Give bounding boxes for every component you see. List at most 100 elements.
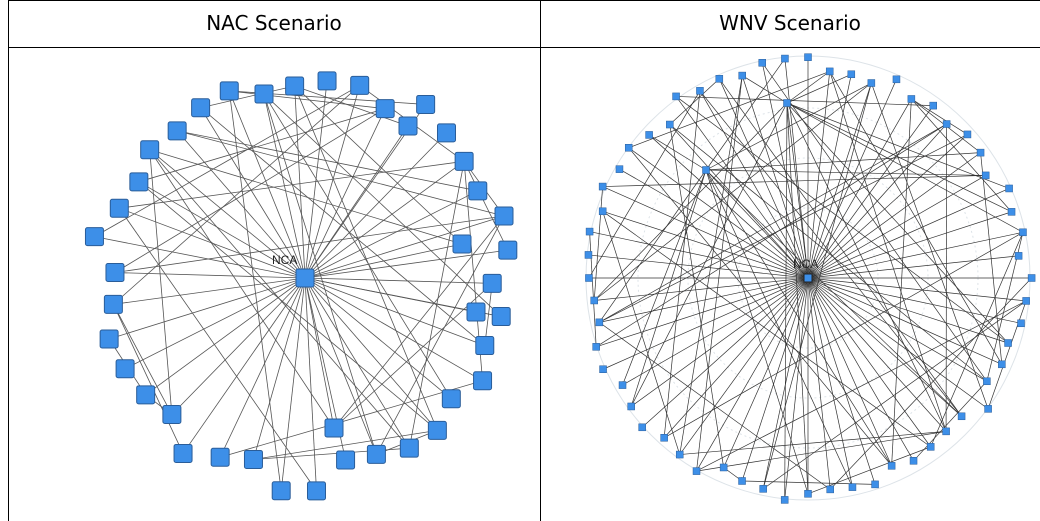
node: [1017, 319, 1025, 328]
edge: [253, 446, 410, 460]
edge: [705, 151, 981, 171]
node: [398, 116, 418, 136]
node: [466, 302, 486, 322]
node: [696, 87, 704, 95]
edge: [176, 130, 306, 279]
edge: [592, 186, 603, 301]
edge: [891, 98, 913, 466]
edge: [807, 175, 986, 279]
node: [306, 481, 326, 501]
edge: [113, 85, 360, 305]
edge: [177, 129, 478, 192]
edge: [678, 75, 743, 455]
node: [892, 75, 901, 84]
node: [136, 385, 156, 405]
network-wnv: [584, 53, 1036, 504]
edge: [807, 82, 872, 279]
node: [907, 95, 916, 103]
edge: [696, 430, 947, 472]
node: [482, 273, 502, 293]
edge: [628, 71, 830, 149]
node: [738, 71, 746, 80]
node: [1005, 184, 1013, 193]
edge: [138, 181, 438, 431]
node: [942, 120, 951, 128]
edge: [762, 82, 873, 489]
node: [219, 81, 239, 101]
edge: [596, 277, 809, 348]
node: [590, 296, 598, 305]
node: [491, 307, 511, 327]
node: [645, 131, 653, 139]
edge: [589, 230, 809, 279]
edge: [705, 82, 872, 171]
edge: [723, 277, 809, 468]
edge: [829, 71, 947, 432]
node: [441, 389, 461, 409]
node: [1004, 339, 1012, 347]
edge: [149, 149, 335, 429]
hub-node: [803, 273, 813, 283]
hub-node: [295, 268, 315, 288]
edge: [94, 235, 306, 279]
node: [599, 365, 607, 373]
node: [473, 371, 493, 391]
node: [963, 130, 972, 139]
edge: [669, 124, 725, 468]
edge: [171, 277, 306, 415]
node: [957, 412, 966, 421]
node: [173, 443, 193, 463]
edge: [304, 277, 336, 429]
node: [983, 377, 991, 386]
node: [454, 151, 474, 171]
edge: [911, 98, 968, 135]
node: [167, 121, 187, 141]
edge: [602, 186, 809, 279]
edge: [705, 169, 809, 279]
node: [781, 54, 789, 63]
edge: [599, 277, 809, 324]
node: [909, 457, 918, 465]
edge: [783, 58, 809, 279]
edge: [807, 277, 1027, 303]
edge: [113, 304, 173, 415]
edge: [807, 277, 832, 490]
edge: [648, 134, 707, 171]
edge: [304, 85, 361, 279]
node: [494, 206, 514, 226]
edge: [807, 277, 947, 432]
edge: [944, 124, 948, 432]
node: [366, 444, 386, 464]
edge: [829, 71, 1003, 365]
node: [976, 148, 985, 157]
edge: [149, 149, 410, 449]
node: [981, 171, 990, 180]
node: [105, 263, 125, 283]
edge: [304, 277, 438, 431]
edge: [200, 107, 486, 346]
edge: [602, 210, 809, 279]
node: [210, 447, 230, 467]
node: [848, 483, 857, 491]
edge: [294, 85, 409, 127]
node: [702, 166, 710, 174]
edge: [663, 232, 1024, 439]
node: [436, 123, 456, 143]
edge: [252, 277, 306, 460]
edge: [696, 300, 1027, 472]
edge: [807, 71, 832, 279]
edge: [602, 211, 681, 455]
edge: [807, 277, 1022, 325]
node: [115, 359, 135, 379]
edge: [786, 102, 1024, 233]
edge: [94, 85, 360, 237]
node: [666, 120, 674, 129]
node: [103, 294, 123, 314]
node: [598, 182, 607, 191]
node: [375, 99, 395, 119]
edge: [588, 90, 701, 279]
node: [826, 485, 834, 494]
node: [475, 336, 495, 356]
edge: [786, 71, 830, 104]
